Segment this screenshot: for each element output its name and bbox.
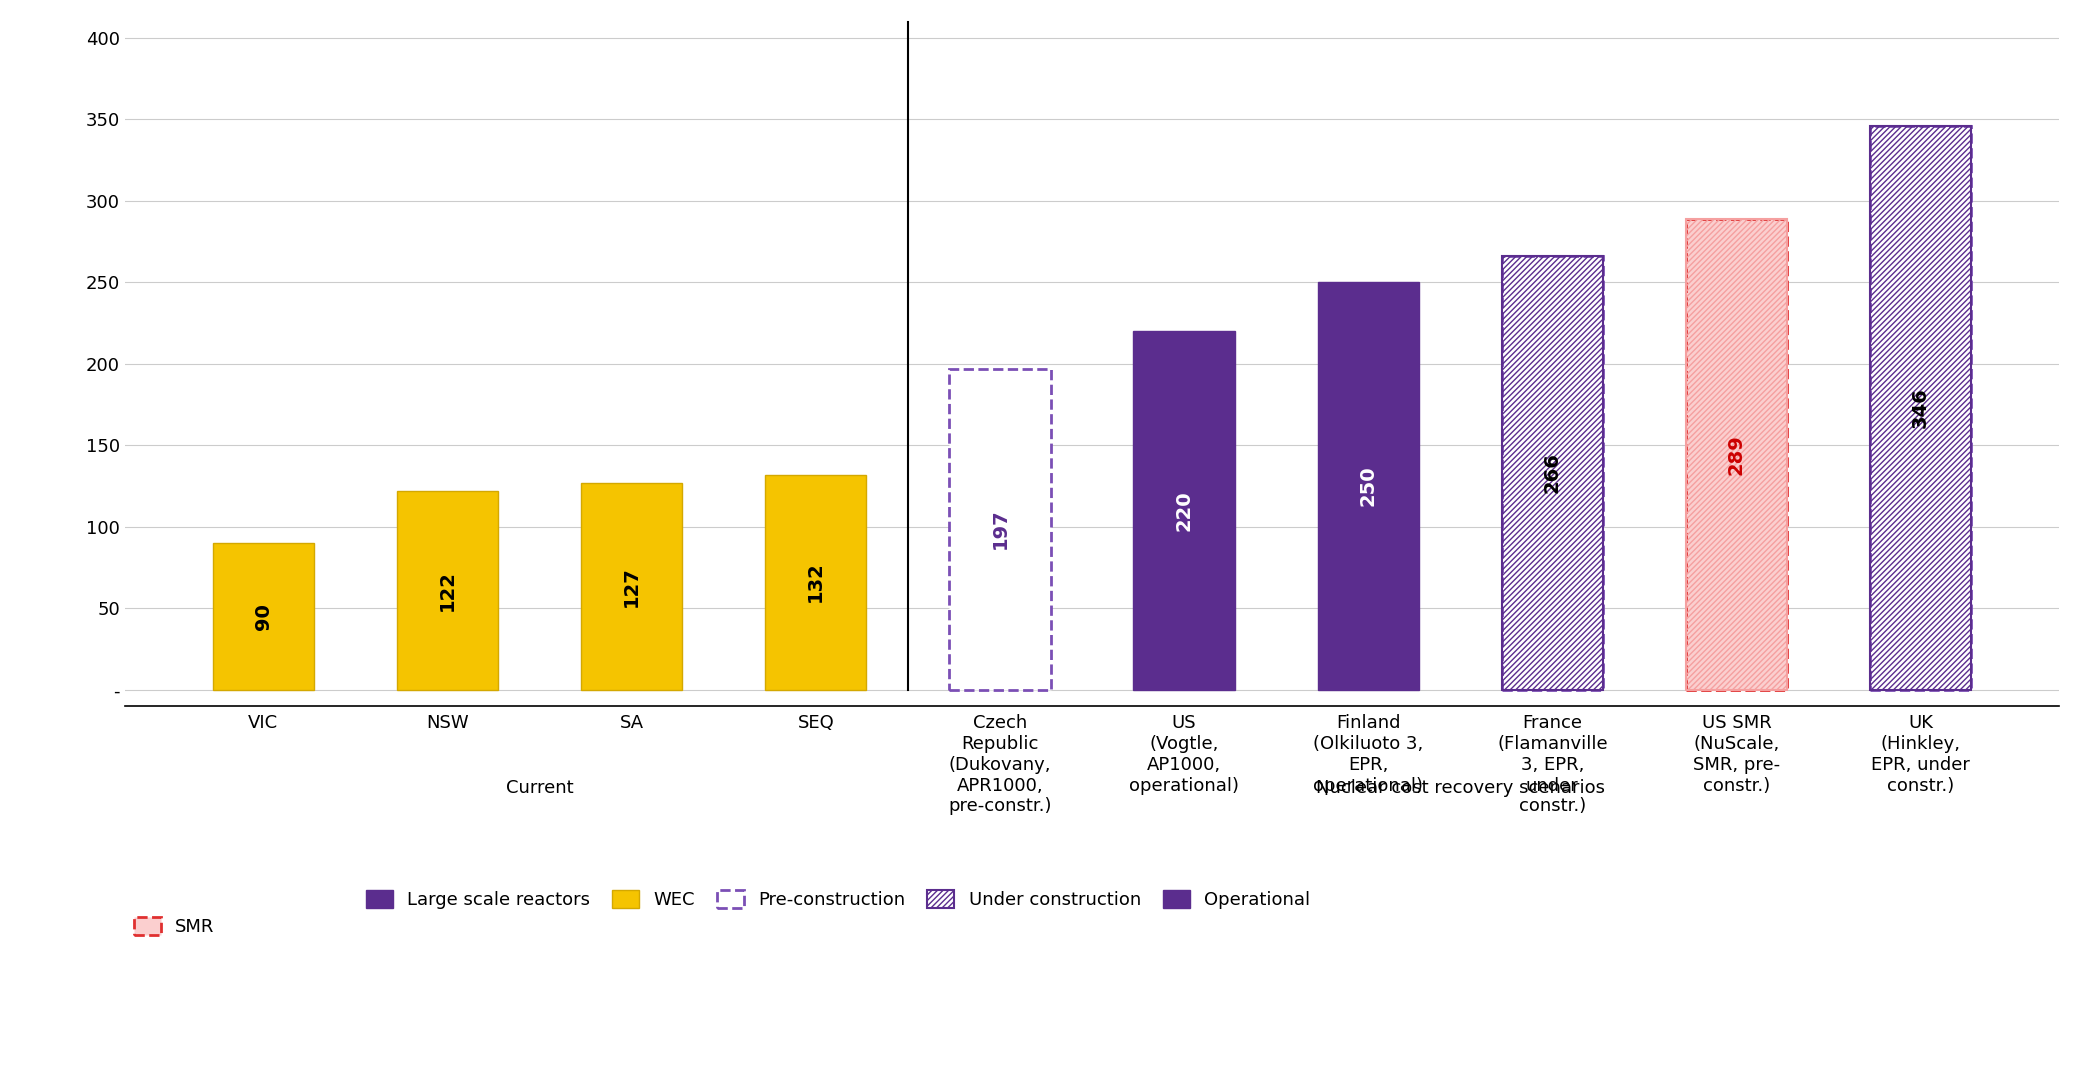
- Bar: [1134, 331, 1236, 690]
- Text: Current: Current: [505, 780, 574, 797]
- Bar: [1687, 218, 1787, 690]
- Bar: [948, 368, 1050, 690]
- Text: 127: 127: [622, 566, 641, 607]
- Bar: [397, 491, 497, 690]
- Bar: [212, 543, 314, 690]
- Bar: [1317, 282, 1419, 690]
- Text: 90: 90: [254, 603, 272, 630]
- Bar: [765, 475, 867, 690]
- Text: 132: 132: [807, 561, 826, 603]
- Text: 122: 122: [439, 570, 458, 610]
- Bar: [1502, 256, 1604, 690]
- Text: Nuclear cost recovery scenarios: Nuclear cost recovery scenarios: [1317, 780, 1606, 797]
- Text: 266: 266: [1543, 453, 1562, 493]
- Text: 250: 250: [1358, 466, 1377, 506]
- Text: 197: 197: [990, 509, 1009, 550]
- Bar: [1870, 126, 1972, 690]
- Bar: [1502, 256, 1604, 690]
- Bar: [580, 482, 682, 690]
- Text: 289: 289: [1726, 433, 1745, 475]
- Text: 220: 220: [1175, 490, 1194, 531]
- Legend: SMR: SMR: [133, 917, 214, 936]
- Bar: [1687, 218, 1787, 690]
- Bar: [1870, 126, 1972, 690]
- Text: 346: 346: [1912, 388, 1930, 428]
